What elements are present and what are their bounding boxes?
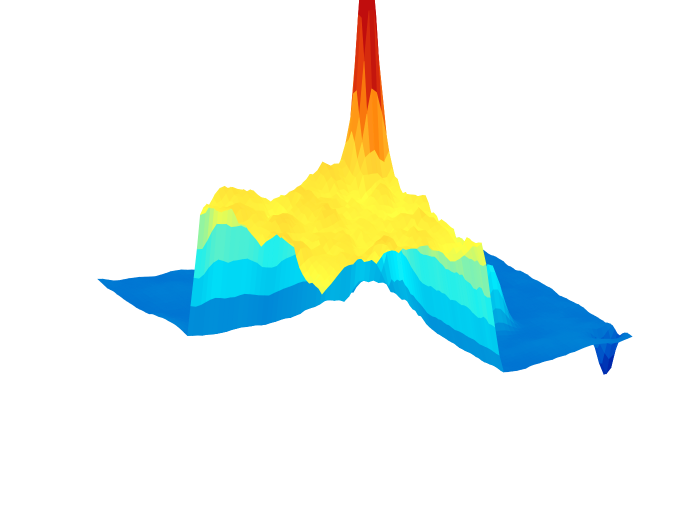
- surface-mesh: [97, 0, 633, 375]
